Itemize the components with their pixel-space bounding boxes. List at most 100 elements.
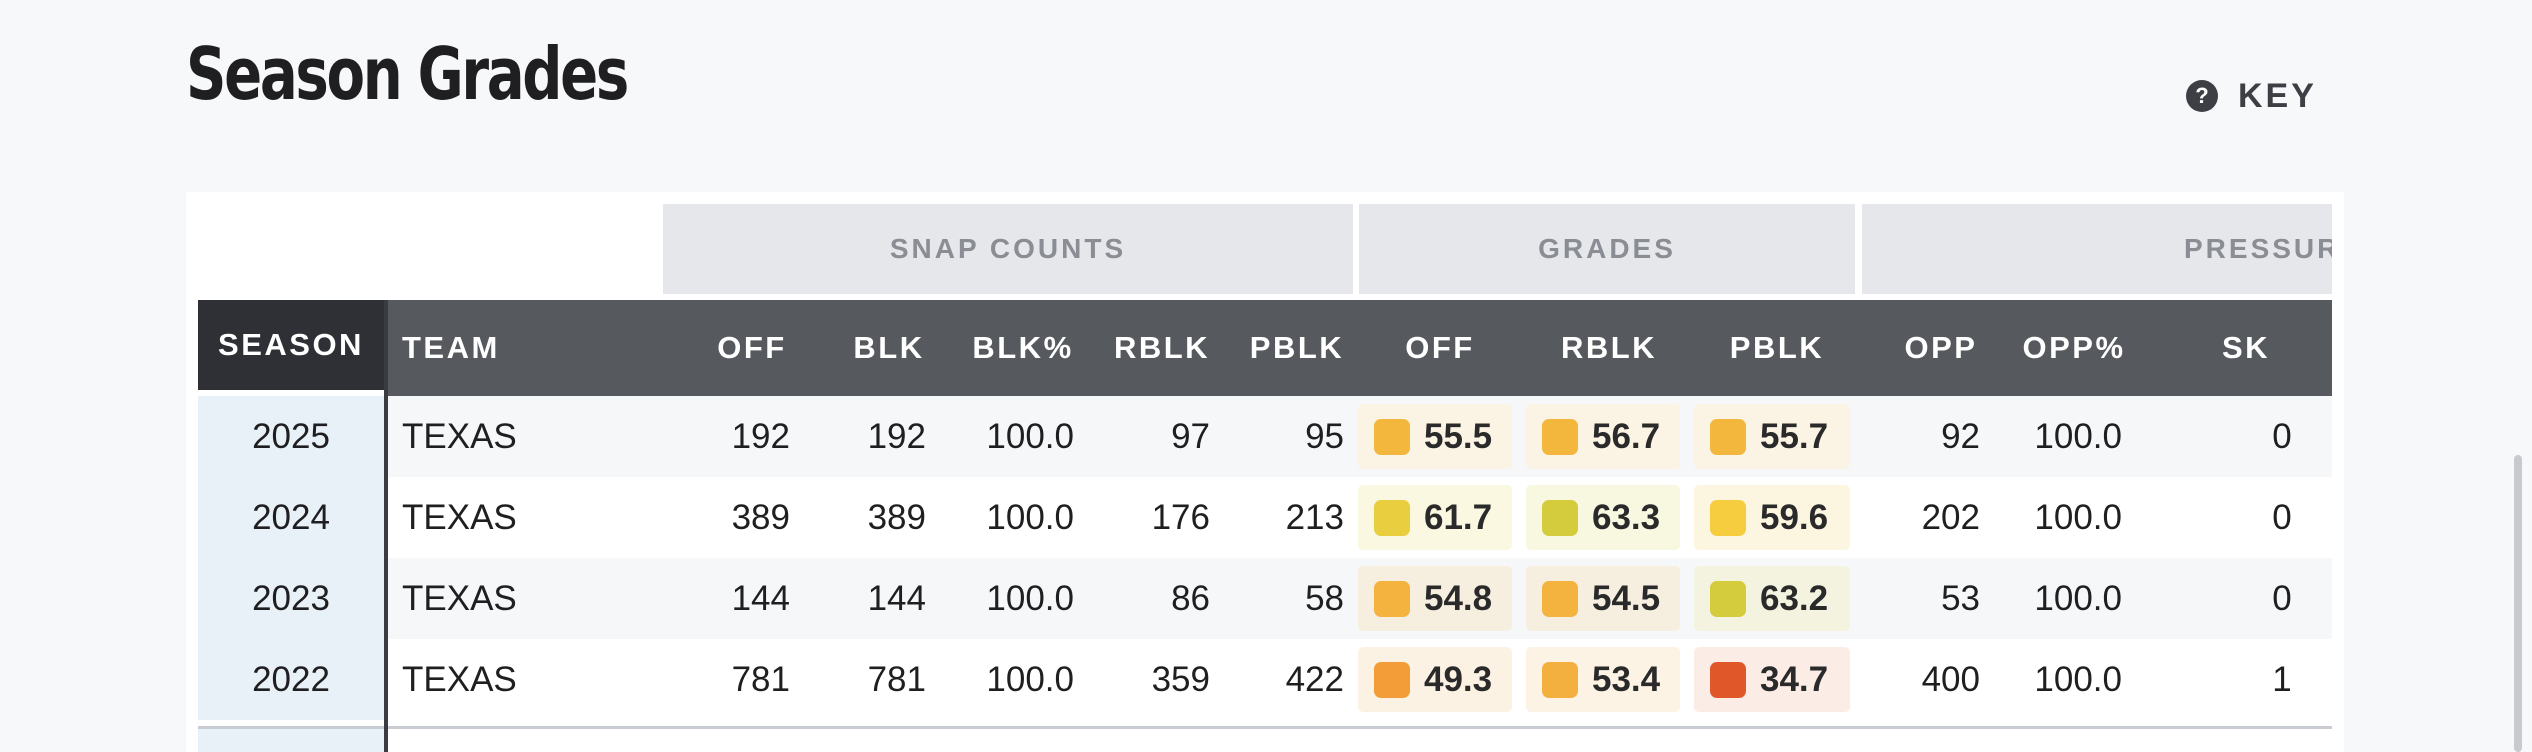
season-column-divider: [384, 300, 388, 752]
header-rblk[interactable]: RBLK: [1113, 330, 1211, 365]
grade-value: 54.5: [1592, 578, 1661, 618]
grade-value: 56.7: [1592, 416, 1661, 456]
header-opp-pct[interactable]: OPP%: [2022, 330, 2126, 365]
cell-blk: 389: [867, 497, 926, 537]
table-row[interactable]: 2025 TEXAS 192 192 100.0 97 95 55.5 56.7…: [198, 396, 2332, 477]
grade-color-swatch: [1710, 580, 1746, 617]
cell-opp-pct: 100.0: [2034, 578, 2122, 618]
cell-sk: 0: [2272, 578, 2292, 618]
question-circle-icon: ?: [2186, 80, 2218, 112]
header-pblk[interactable]: PBLK: [1249, 330, 1345, 365]
grade-rblk-badge: 63.3: [1526, 485, 1680, 550]
cell-pblk: 58: [1305, 578, 1344, 618]
grade-pblk-badge: 59.6: [1694, 485, 1850, 550]
cell-off: 192: [731, 416, 790, 456]
grade-color-swatch: [1710, 499, 1746, 536]
grade-value: 63.2: [1760, 578, 1829, 618]
grade-rblk-badge: 53.4: [1526, 647, 1680, 712]
cell-season: 2025: [198, 396, 384, 477]
key-label: KEY: [2238, 76, 2317, 115]
cell-opp: 400: [1921, 659, 1980, 699]
grade-value: 55.7: [1760, 416, 1829, 456]
grade-off-badge: 49.3: [1358, 647, 1512, 712]
grade-value: 63.3: [1592, 497, 1661, 537]
grade-off-badge: 54.8: [1358, 566, 1512, 631]
table-header: SEASON TEAM OFF BLK BLK% RBLK PBLK OFF R…: [198, 300, 2332, 396]
cell-team[interactable]: TEXAS: [402, 497, 517, 537]
table-bottom-border: [198, 726, 2332, 729]
grade-color-swatch: [1374, 418, 1410, 455]
grade-value: 34.7: [1760, 659, 1829, 699]
cell-season: 2022: [198, 639, 384, 720]
cell-opp: 202: [1921, 497, 1980, 537]
table-row[interactable]: 2024 TEXAS 389 389 100.0 176 213 61.7 63…: [198, 477, 2332, 558]
group-pressure: PRESSUR: [1862, 204, 2332, 294]
grade-pblk-badge: 34.7: [1694, 647, 1850, 712]
grade-value: 61.7: [1424, 497, 1493, 537]
vertical-scrollbar[interactable]: [2514, 455, 2522, 752]
cell-rblk: 359: [1151, 659, 1210, 699]
cell-rblk: 176: [1151, 497, 1210, 537]
grade-color-swatch: [1542, 661, 1578, 698]
cell-blk-pct: 100.0: [986, 497, 1074, 537]
cell-opp-pct: 100.0: [2034, 416, 2122, 456]
header-grade-pblk[interactable]: PBLK: [1729, 330, 1825, 365]
cell-sk: 0: [2272, 497, 2292, 537]
table-row[interactable]: 2022 TEXAS 781 781 100.0 359 422 49.3 53…: [198, 639, 2332, 720]
cell-season: 2023: [198, 558, 384, 639]
grade-value: 53.4: [1592, 659, 1661, 699]
cell-pblk: 422: [1285, 659, 1344, 699]
header-season[interactable]: SEASON: [198, 300, 384, 396]
grade-value: 55.5: [1424, 416, 1493, 456]
cell-blk-pct: 100.0: [986, 578, 1074, 618]
grade-value: 49.3: [1424, 659, 1493, 699]
grade-pblk-badge: 55.7: [1694, 404, 1850, 469]
cell-sk: 0: [2272, 416, 2292, 456]
cell-blk: 144: [867, 578, 926, 618]
cell-sk: 1: [2272, 659, 2292, 699]
cell-off: 144: [731, 578, 790, 618]
grade-color-swatch: [1374, 580, 1410, 617]
cell-opp-pct: 100.0: [2034, 659, 2122, 699]
header-blk[interactable]: BLK: [853, 330, 925, 365]
next-row-season-cell: [198, 729, 384, 752]
cell-pblk: 95: [1305, 416, 1344, 456]
table-row[interactable]: 2023 TEXAS 144 144 100.0 86 58 54.8 54.5…: [198, 558, 2332, 639]
grade-color-swatch: [1542, 418, 1578, 455]
cell-rblk: 86: [1171, 578, 1210, 618]
grade-color-swatch: [1710, 661, 1746, 698]
grade-color-swatch: [1542, 499, 1578, 536]
grade-color-swatch: [1374, 661, 1410, 698]
column-group-row: SNAP COUNTS GRADES PRESSUR: [186, 204, 2344, 294]
cell-blk: 781: [867, 659, 926, 699]
grade-color-swatch: [1374, 499, 1410, 536]
header-off[interactable]: OFF: [717, 330, 787, 365]
cell-pblk: 213: [1285, 497, 1344, 537]
header-blk-pct[interactable]: BLK%: [972, 330, 1074, 365]
grade-color-swatch: [1710, 418, 1746, 455]
header-sk[interactable]: SK: [2221, 330, 2271, 365]
cell-season: 2024: [198, 477, 384, 558]
header-grade-off[interactable]: OFF: [1405, 330, 1475, 365]
cell-blk: 192: [867, 416, 926, 456]
grade-off-badge: 61.7: [1358, 485, 1512, 550]
grade-rblk-badge: 54.5: [1526, 566, 1680, 631]
cell-opp: 92: [1941, 416, 1980, 456]
header-opp[interactable]: OPP: [1904, 330, 1978, 365]
header-grade-rblk[interactable]: RBLK: [1560, 330, 1658, 365]
cell-opp: 53: [1941, 578, 1980, 618]
cell-opp-pct: 100.0: [2034, 497, 2122, 537]
header-team[interactable]: TEAM: [402, 330, 500, 365]
cell-team[interactable]: TEXAS: [402, 659, 517, 699]
cell-off: 389: [731, 497, 790, 537]
group-grades: GRADES: [1359, 204, 1855, 294]
season-grades-table: SNAP COUNTS GRADES PRESSUR SEASON TEAM O…: [186, 192, 2344, 752]
cell-team[interactable]: TEXAS: [402, 578, 517, 618]
grade-pblk-badge: 63.2: [1694, 566, 1850, 631]
cell-rblk: 97: [1171, 416, 1210, 456]
cell-blk-pct: 100.0: [986, 659, 1074, 699]
page-title: Season Grades: [186, 32, 629, 116]
grade-off-badge: 55.5: [1358, 404, 1512, 469]
cell-team[interactable]: TEXAS: [402, 416, 517, 456]
key-button[interactable]: ? KEY: [2186, 72, 2317, 120]
